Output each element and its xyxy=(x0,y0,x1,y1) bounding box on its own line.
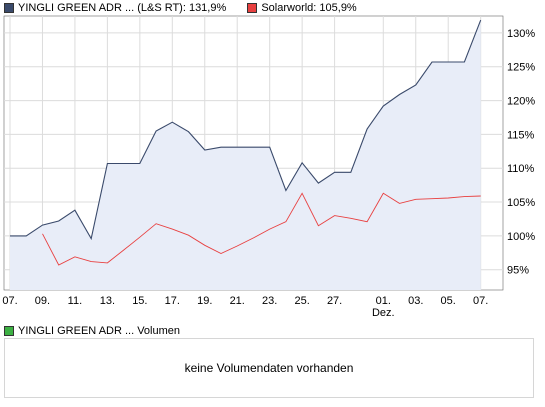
x-month-label: Dez. xyxy=(372,307,395,319)
x-tick-label: 07. xyxy=(473,295,488,307)
series-line-solarworld xyxy=(42,192,481,266)
x-tick-label: 23. xyxy=(262,295,277,307)
volume-legend: YINGLI GREEN ADR ... Volumen xyxy=(4,325,198,339)
x-tick-label: 05. xyxy=(441,295,456,307)
legend-item-volume: YINGLI GREEN ADR ... Volumen xyxy=(4,325,180,337)
volume-empty-message: keine Volumendaten vorhanden xyxy=(184,361,354,375)
volume-panel: keine Volumendaten vorhanden xyxy=(4,338,534,398)
legend-label-solarworld: Solarworld: 105,9% xyxy=(261,2,357,14)
y-tick-label: 105% xyxy=(507,197,535,209)
legend-label-yingli: YINGLI GREEN ADR ... (L&S RT): 131,9% xyxy=(18,2,227,14)
legend-label-volume: YINGLI GREEN ADR ... Volumen xyxy=(18,325,181,337)
x-tick-label: 27. xyxy=(327,295,342,307)
legend-swatch-solarworld xyxy=(247,3,258,13)
price-chart: 95% 100% 105% 110% 115% 120% 125% 130% 07. 09. 11.… xyxy=(2,15,535,319)
y-tick-label: 95% xyxy=(507,265,529,277)
legend-swatch-volume xyxy=(4,326,14,336)
x-tick-label: 13. xyxy=(100,295,115,307)
y-tick-label: 125% xyxy=(507,62,535,74)
x-tick-label: 17. xyxy=(165,295,180,307)
legend-swatch-yingli xyxy=(4,3,14,13)
series-area-yingli xyxy=(10,20,481,290)
x-tick-label: 09. xyxy=(35,295,50,307)
chart-legend: YINGLI GREEN ADR ... (L&S RT): 131,9% So… xyxy=(4,2,375,16)
y-tick-label: 100% xyxy=(507,231,535,243)
y-tick-label: 120% xyxy=(507,96,535,108)
series-line-yingli xyxy=(10,19,482,241)
x-tick-label: 19. xyxy=(197,295,212,307)
legend-item-yingli: YINGLI GREEN ADR ... (L&S RT): 131,9% xyxy=(4,2,226,14)
x-tick-label: 11. xyxy=(68,295,82,307)
y-tick-label: 115% xyxy=(507,129,535,141)
y-tick-label: 130% xyxy=(507,28,535,40)
legend-item-solarworld: Solarworld: 105,9% xyxy=(247,2,357,14)
x-tick-label: 03. xyxy=(408,295,423,307)
x-tick-label: 07. xyxy=(2,295,17,307)
x-tick-label: 01. xyxy=(376,295,391,307)
x-tick-label: 15. xyxy=(132,295,147,307)
y-tick-label: 110% xyxy=(507,163,535,175)
x-tick-label: 25. xyxy=(294,295,309,307)
x-tick-label: 21. xyxy=(230,295,245,307)
